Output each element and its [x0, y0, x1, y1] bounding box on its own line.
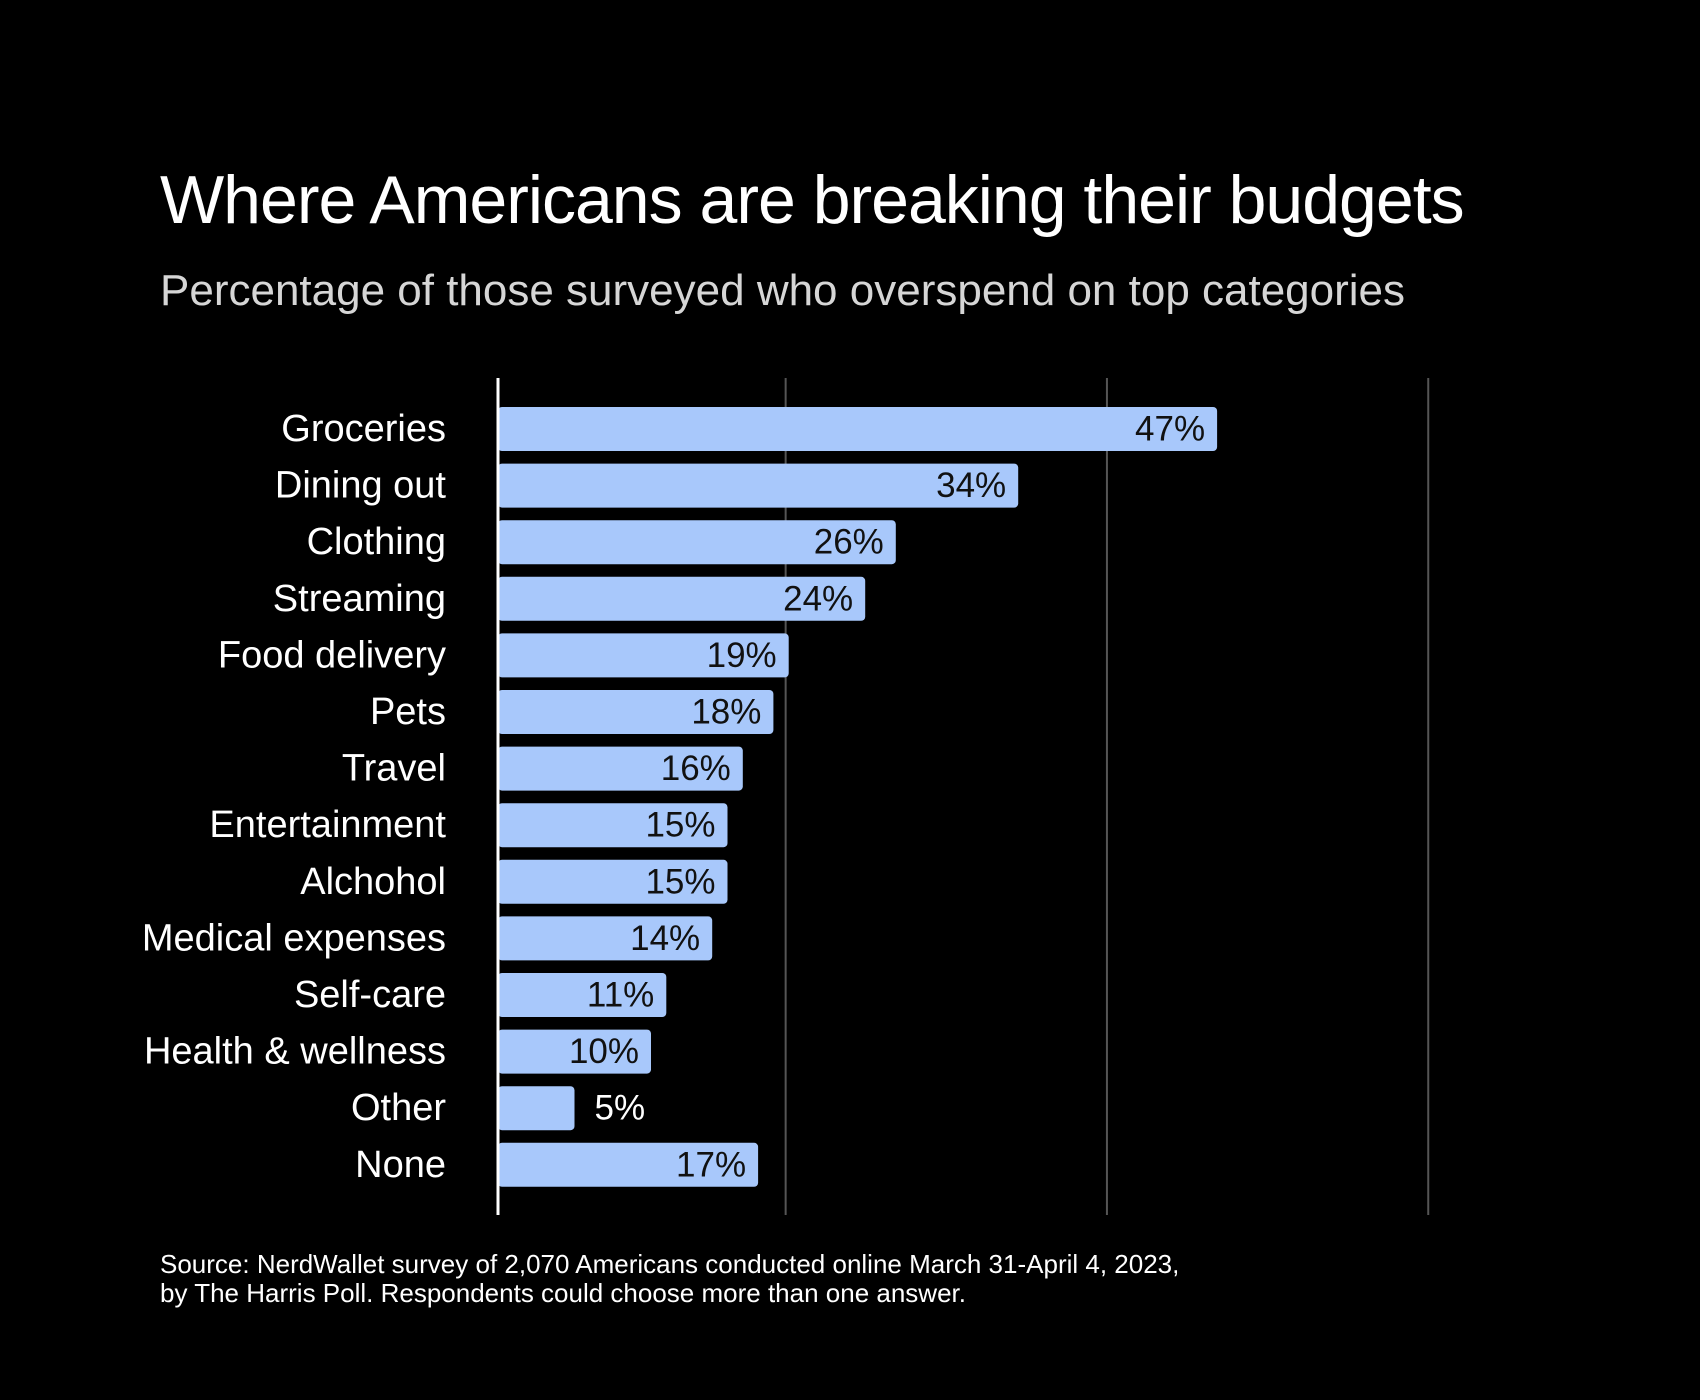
- bar-0: [498, 407, 1218, 451]
- category-label-11: Health & wellness: [144, 1031, 446, 1073]
- source-line-2: by The Harris Poll. Respondents could ch…: [160, 1278, 966, 1308]
- value-label-11: 10%: [569, 1032, 639, 1071]
- bar-5: [498, 690, 774, 734]
- bar-1: [498, 463, 1019, 508]
- category-label-9: Medical expenses: [142, 917, 446, 959]
- bar-10: [498, 973, 667, 1017]
- bar-6: [498, 746, 743, 791]
- value-label-8: 15%: [645, 862, 715, 901]
- source-note: Source: NerdWallet survey of 2,070 Ameri…: [160, 1250, 1179, 1308]
- category-label-0: Groceries: [281, 408, 446, 450]
- value-label-0: 47%: [1135, 410, 1205, 449]
- bar-12: [498, 1086, 575, 1131]
- category-label-4: Food delivery: [218, 634, 446, 676]
- value-label-10: 11%: [587, 976, 654, 1015]
- category-label-2: Clothing: [307, 521, 446, 563]
- chart-title: Where Americans are breaking their budge…: [160, 162, 1465, 238]
- value-label-1: 34%: [936, 466, 1006, 505]
- chart-subtitle: Percentage of those surveyed who overspe…: [160, 266, 1406, 315]
- value-label-2: 26%: [814, 523, 884, 562]
- category-label-12: Other: [351, 1087, 446, 1129]
- bar-8: [498, 859, 728, 904]
- category-label-13: None: [355, 1144, 446, 1186]
- value-label-3: 24%: [783, 579, 853, 618]
- value-label-12: 5%: [595, 1089, 646, 1128]
- category-label-1: Dining out: [275, 465, 447, 507]
- category-label-6: Travel: [342, 748, 446, 790]
- bar-13: [498, 1142, 759, 1187]
- value-label-7: 15%: [645, 806, 715, 845]
- value-label-6: 16%: [661, 749, 731, 788]
- bar-11: [498, 1029, 651, 1074]
- value-label-5: 18%: [691, 693, 761, 732]
- bar-2: [498, 520, 896, 565]
- bar-4: [498, 633, 789, 678]
- value-label-4: 19%: [707, 636, 777, 675]
- bar-7: [498, 803, 728, 848]
- category-label-5: Pets: [370, 691, 446, 733]
- category-label-3: Streaming: [273, 578, 446, 620]
- category-label-8: Alchohol: [300, 861, 446, 903]
- category-label-7: Entertainment: [209, 804, 446, 846]
- value-label-9: 14%: [630, 919, 700, 958]
- bar-9: [498, 916, 713, 961]
- category-label-10: Self-care: [294, 974, 446, 1016]
- value-label-13: 17%: [676, 1145, 746, 1184]
- source-line-1: Source: NerdWallet survey of 2,070 Ameri…: [160, 1249, 1180, 1279]
- bar-3: [498, 576, 866, 621]
